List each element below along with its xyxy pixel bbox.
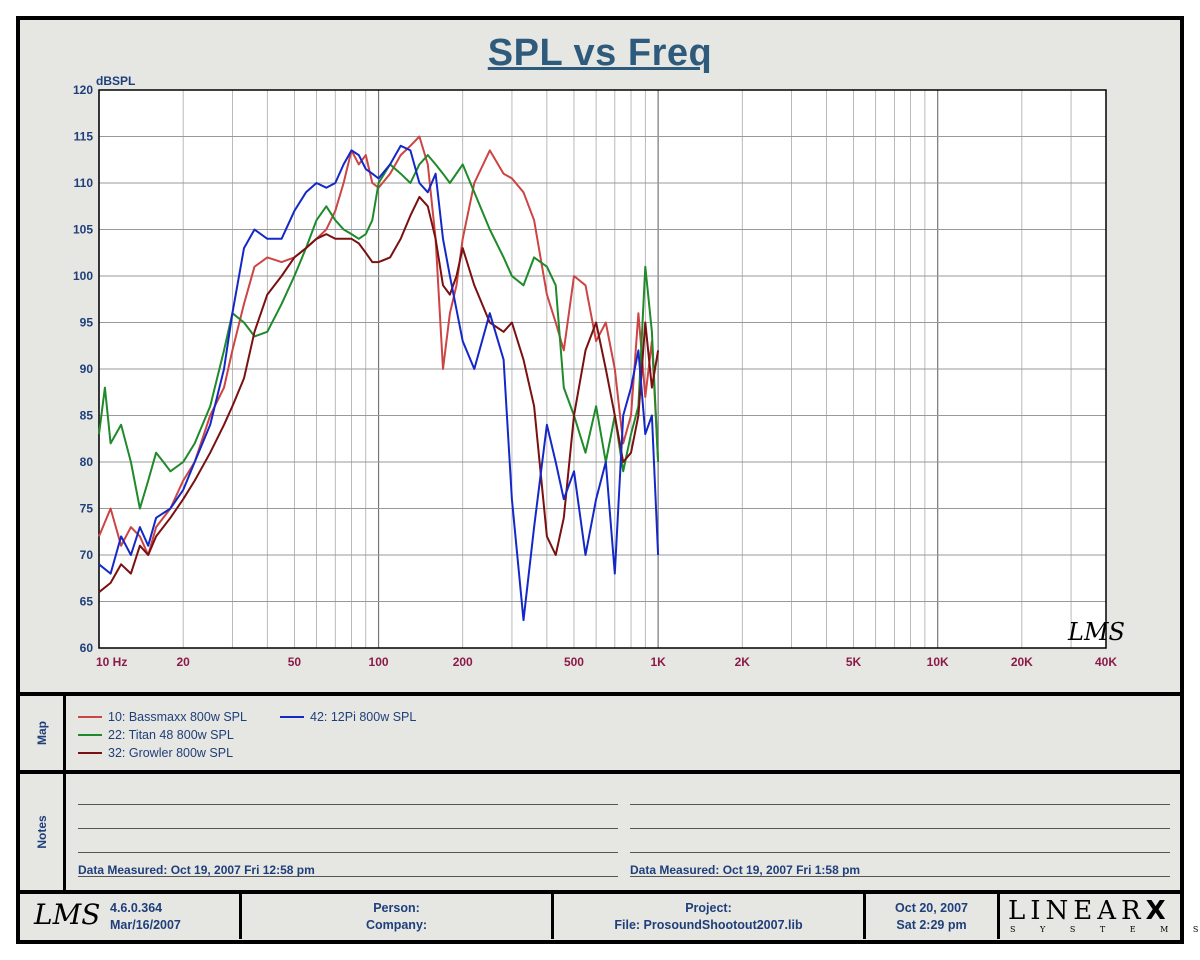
y-tick-label: 115 [74,130,94,144]
spl-chart: 60 65 70 75 80 85 90 95 100 105 110 115 120 10 Hz 20 50… [73,83,1125,669]
footer-person-cell: Person: Company: [242,894,554,939]
plot-border [98,89,1107,649]
note-line [630,804,1170,805]
report-frame: SPL vs Freq dBSPL 60 65 70 75 80 85 90 95 100 105… [16,16,1198,944]
y-tick-label: 80 [80,455,94,469]
brand-sub: S Y S T E M S [1010,925,1200,934]
footer-version-cell: LMS 4.6.0.364 Mar/16/2007 [20,894,242,939]
y-tick-label: 60 [80,641,94,655]
legend-item: 22: Titan 48 800w SPL [78,728,234,742]
legend-item: 42: 12Pi 800w SPL [280,710,416,724]
y-axis-label: dBSPL [96,74,136,88]
legend-swatch [78,734,102,736]
y-tick-label: 70 [80,548,94,562]
note-line [78,804,618,805]
footer-date-cell: Oct 20, 2007 Sat 2:29 pm [866,894,1000,939]
y-tick-label: 95 [80,316,94,330]
legend-label: 32: Growler 800w SPL [108,746,234,760]
notes-side-label: Notes [20,774,66,890]
legend-label: 10: Bassmaxx 800w SPL [108,710,247,724]
y-tick-label: 75 [80,502,94,516]
series-line [98,144,660,622]
series-line [98,135,660,556]
x-tick-label: 2K [735,655,751,669]
x-tick-label: 40K [1095,655,1117,669]
series-line [98,154,660,510]
legend-swatch [280,716,304,718]
report-date: Oct 20, 2007 [895,901,968,915]
lms-watermark: LMS [1067,618,1125,646]
footer: LMS 4.6.0.364 Mar/16/2007 Person: Compan… [20,894,1198,940]
y-tick-label: 120 [73,83,93,97]
legend-item: 10: Bassmaxx 800w SPL [78,710,247,724]
map-side-label: Map [20,696,66,770]
data-measured-left: Data Measured: Oct 19, 2007 Fri 12:58 pm [78,863,315,877]
x-tick-label: 200 [453,655,473,669]
note-line [78,852,618,853]
legend-label: 42: 12Pi 800w SPL [310,710,417,724]
divider-1 [20,692,1180,696]
y-tick-label: 90 [80,362,94,376]
linearx-logo: LINEARX S Y S T E M S [1000,894,1198,939]
company-label: Company: [365,918,428,932]
x-tick-label: 20K [1011,655,1033,669]
y-tick-label: 85 [80,409,94,423]
x-tick-label: 50 [288,655,302,669]
divider-3 [20,890,1180,894]
x-tick-label: 100 [369,655,389,669]
x-tick-label: 10 Hz [96,655,127,669]
note-line [78,876,618,877]
x-tick-label: 1K [650,655,666,669]
legend-swatch [78,716,102,718]
report-time: Sat 2:29 pm [896,918,967,932]
note-line [630,876,1170,877]
x-tick-label: 20 [176,655,190,669]
y-tick-label: 110 [74,176,94,190]
note-line [630,828,1170,829]
version-date: Mar/16/2007 [110,918,181,932]
x-tick-label: 10K [927,655,949,669]
legend-label: 22: Titan 48 800w SPL [108,728,234,742]
note-line [630,852,1170,853]
data-measured-right: Data Measured: Oct 19, 2007 Fri 1:58 pm [630,863,861,877]
series-line [98,195,660,593]
note-line [78,828,618,829]
brand-x: X [1145,896,1166,926]
y-tick-label: 100 [73,269,93,283]
footer-project-cell: Project: File: ProsoundShootout2007.lib [554,894,866,939]
legend-item: 32: Growler 800w SPL [78,746,233,760]
x-tick-label: 5K [846,655,862,669]
chart-title: SPL vs Freq [487,32,713,74]
y-tick-label: 65 [80,595,94,609]
version-number: 4.6.0.364 [110,901,163,915]
file-label: File: ProsoundShootout2007.lib [614,918,803,932]
project-label: Project: [685,901,732,915]
y-tick-label: 105 [73,223,93,237]
divider-2 [20,770,1180,774]
brand-text: LINEAR [1008,896,1146,926]
x-tick-label: 500 [564,655,584,669]
lms-logo: LMS [34,898,101,931]
legend-swatch [78,752,102,754]
person-label: Person: [373,901,420,915]
